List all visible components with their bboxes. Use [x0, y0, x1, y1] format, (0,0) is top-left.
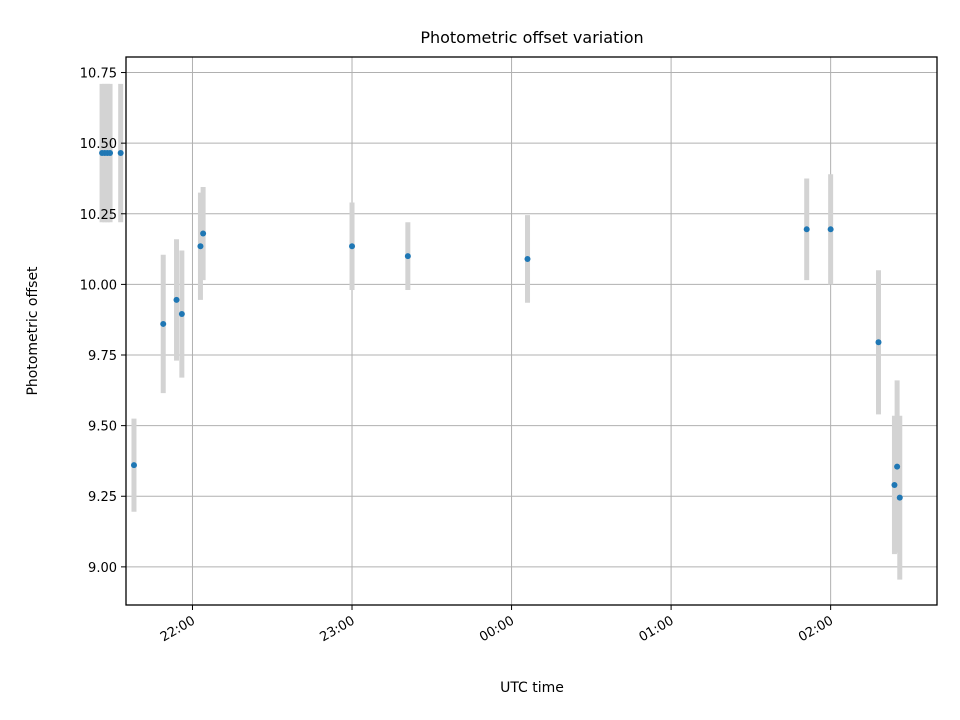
x-axis-ticks: 22:00 23:00 00:00 01:00 02:00 — [158, 605, 836, 645]
chart-title: Photometric offset variation — [420, 28, 643, 47]
x-tick-label: 00:00 — [477, 613, 517, 645]
x-tick-label: 01:00 — [637, 613, 677, 645]
x-axis-label: UTC time — [500, 680, 564, 696]
data-point — [178, 311, 185, 318]
data-point — [173, 296, 180, 303]
data-point — [894, 463, 901, 470]
y-tick-label: 9.50 — [88, 420, 117, 435]
data-point — [130, 462, 137, 469]
data-point — [891, 481, 898, 488]
y-axis-label: Photometric offset — [25, 266, 41, 396]
data-point — [896, 494, 903, 501]
x-tick-label: 23:00 — [318, 613, 358, 645]
data-point — [827, 226, 834, 233]
y-tick-label: 10.25 — [80, 208, 117, 223]
error-bars — [99, 83, 903, 580]
data-point — [803, 226, 810, 233]
data-point — [349, 243, 356, 250]
y-tick-label: 9.75 — [88, 349, 117, 364]
data-point — [160, 320, 167, 327]
data-point — [875, 339, 882, 346]
y-tick-label: 10.75 — [80, 67, 117, 82]
grid-lines — [126, 57, 937, 605]
y-tick-label: 9.00 — [88, 561, 117, 576]
data-point — [524, 255, 531, 262]
x-tick-label: 22:00 — [158, 613, 198, 645]
data-point — [404, 253, 411, 260]
data-point — [197, 243, 204, 250]
data-point — [107, 150, 114, 157]
data-point — [117, 150, 124, 157]
x-tick-label: 02:00 — [796, 613, 836, 645]
y-tick-label: 10.50 — [80, 137, 117, 152]
data-point — [200, 230, 207, 237]
y-tick-label: 9.25 — [88, 490, 117, 505]
data-points — [99, 150, 903, 501]
plot-area-frame — [125, 56, 938, 606]
y-axis-ticks: 9.00 9.25 9.50 9.75 10.00 10.25 10.50 10.75 — [80, 67, 126, 576]
y-tick-label: 10.00 — [80, 278, 117, 293]
